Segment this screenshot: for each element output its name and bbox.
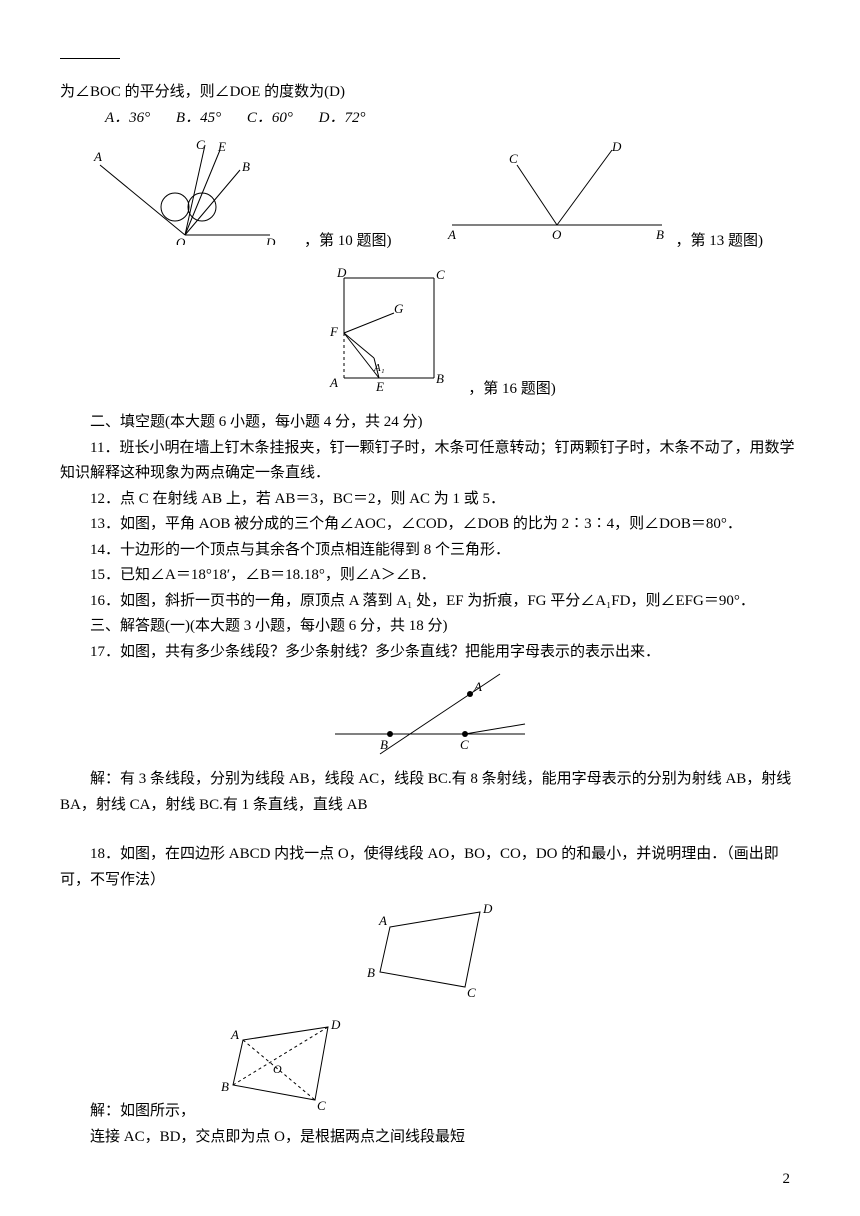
fig17-svg: B C A xyxy=(320,669,540,759)
figure-row-16: D C B A F G A₁ E ，第 16 题图) xyxy=(60,263,800,403)
svg-text:A: A xyxy=(230,1027,239,1042)
svg-text:B: B xyxy=(221,1079,229,1094)
header-rule xyxy=(60,58,120,59)
question-16: 16．如图，斜折一页书的一角，原顶点 A 落到 A₁ 处，EF 为折痕，FG 平… xyxy=(60,589,800,615)
svg-text:D: D xyxy=(336,265,347,280)
svg-text:F: F xyxy=(329,324,339,339)
svg-text:B: B xyxy=(242,159,250,174)
svg-text:O: O xyxy=(552,227,562,242)
figure-16: D C B A F G A₁ E xyxy=(304,263,464,403)
svg-text:A₁: A₁ xyxy=(373,362,385,374)
svg-text:A: A xyxy=(329,375,338,390)
answer-18-row: 解：如图所示， A D C B O xyxy=(60,1015,800,1125)
page-number: 2 xyxy=(783,1167,791,1193)
figure-row-10-13: A C E B O D ，第 10 题图) A C D O B xyxy=(60,135,800,255)
opt-b: B．45° xyxy=(176,110,221,126)
svg-text:A: A xyxy=(447,227,456,242)
svg-text:A: A xyxy=(473,679,482,694)
question-15: 15．已知∠A＝18°18′，∠B＝18.18°，则∠A＞∠B． xyxy=(60,563,800,589)
fig16-label: ，第 16 题图) xyxy=(468,377,556,403)
document-body: 为∠BOC 的平分线，则∠DOE 的度数为(D) A．36° B．45° C．6… xyxy=(60,80,800,1150)
svg-text:C: C xyxy=(467,985,476,1000)
svg-text:B: B xyxy=(380,737,388,752)
fig10-svg: A C E B O D xyxy=(90,135,300,245)
answer-17: 解：有 3 条线段，分别为线段 AB，线段 AC，线段 BC.有 8 条射线，能… xyxy=(60,767,800,818)
figure-13: A C D O B xyxy=(442,135,672,255)
answer-18b: 连接 AC，BD，交点即为点 O，是根据两点之间线段最短 xyxy=(60,1125,800,1151)
question-18: 18．如图，在四边形 ABCD 内找一点 O，使得线段 AO，BO，CO，DO … xyxy=(60,842,800,893)
svg-text:C: C xyxy=(509,151,518,166)
svg-text:E: E xyxy=(217,139,226,154)
figure-17: B C A xyxy=(60,669,800,759)
question-11: 11．班长小明在墙上钉木条挂报夹，钉一颗钉子时，木条可任意转动；钉两颗钉子时，木… xyxy=(60,436,800,487)
fig18a-svg: A D C B xyxy=(345,897,515,1007)
fig18b-svg: A D C B O xyxy=(203,1015,363,1115)
fig13-svg: A C D O B xyxy=(442,135,672,245)
svg-text:D: D xyxy=(482,901,493,916)
svg-text:B: B xyxy=(436,371,444,386)
svg-text:B: B xyxy=(656,227,664,242)
question-14: 14．十边形的一个顶点与其余各个顶点相连能得到 8 个三角形． xyxy=(60,538,800,564)
opt-c: C．60° xyxy=(247,110,293,126)
opt-a: A．36° xyxy=(105,110,150,126)
figure-10: A C E B O D xyxy=(90,135,300,255)
question-12: 12．点 C 在射线 AB 上，若 AB＝3，BC＝2，则 AC 为 1 或 5… xyxy=(60,487,800,513)
fig10-label: ，第 10 题图) xyxy=(304,229,392,255)
opt-d: D．72° xyxy=(319,110,366,126)
q10-tail: 为∠BOC 的平分线，则∠DOE 的度数为(D) xyxy=(60,80,800,106)
answer-18a: 解：如图所示， xyxy=(60,1099,195,1125)
question-13: 13．如图，平角 AOB 被分成的三个角∠AOC，∠COD，∠DOB 的比为 2… xyxy=(60,512,800,538)
svg-text:D: D xyxy=(265,235,276,245)
svg-text:C: C xyxy=(196,137,205,152)
q10-options: A．36° B．45° C．60° D．72° xyxy=(60,106,800,132)
section-2-heading: 二、填空题(本大题 6 小题，每小题 4 分，共 24 分) xyxy=(60,410,800,436)
svg-text:C: C xyxy=(460,737,469,752)
svg-text:D: D xyxy=(611,139,622,154)
svg-text:O: O xyxy=(273,1062,282,1076)
svg-text:C: C xyxy=(436,267,445,282)
spacer xyxy=(60,818,800,842)
figure-18a: A D C B xyxy=(60,897,800,1007)
svg-text:G: G xyxy=(394,301,404,316)
question-17: 17．如图，共有多少条线段？多少条射线？多少条直线？把能用字母表示的表示出来． xyxy=(60,640,800,666)
svg-text:A: A xyxy=(93,149,102,164)
section-3-heading: 三、解答题(一)(本大题 3 小题，每小题 6 分，共 18 分) xyxy=(60,614,800,640)
svg-text:C: C xyxy=(317,1098,326,1113)
svg-text:D: D xyxy=(330,1017,341,1032)
svg-text:E: E xyxy=(375,379,384,393)
figure-18b: A D C B O xyxy=(203,1015,363,1125)
svg-text:A: A xyxy=(378,913,387,928)
svg-text:B: B xyxy=(367,965,375,980)
fig16-svg: D C B A F G A₁ E xyxy=(304,263,464,393)
fig13-label: ，第 13 题图) xyxy=(676,229,764,255)
svg-text:O: O xyxy=(176,235,186,245)
